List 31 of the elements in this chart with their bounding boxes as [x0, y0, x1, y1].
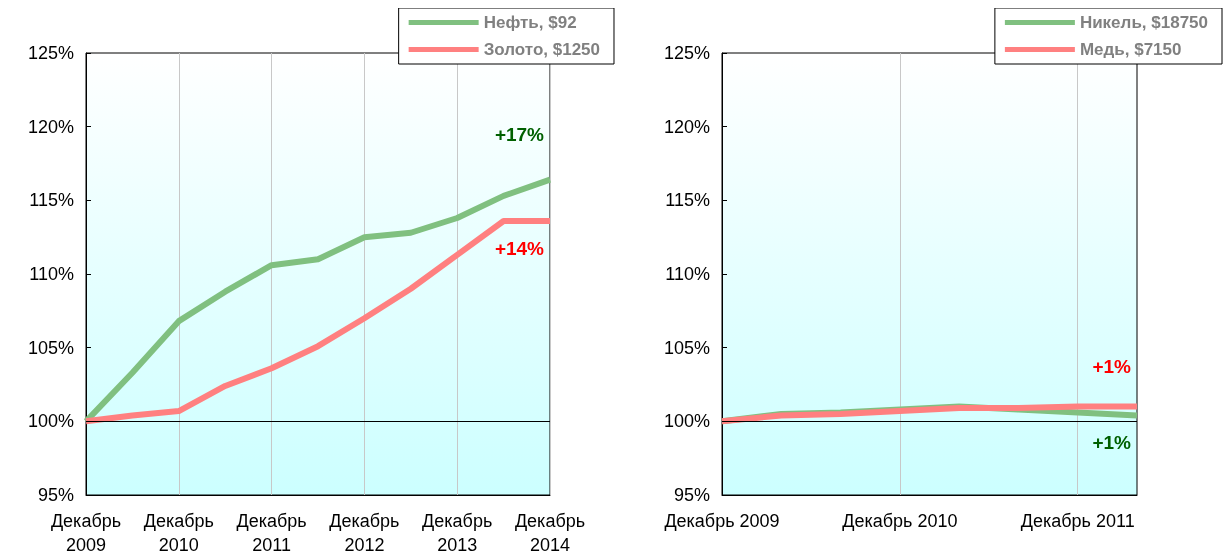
x-tick-label: Декабрь 2013 [422, 511, 493, 555]
annotation: +14% [494, 237, 545, 259]
y-tick-label: 120% [663, 116, 710, 137]
y-tick-label: 115% [29, 190, 74, 211]
x-tick-label: Декабрь 2012 [329, 511, 400, 555]
annotation: +1% [1092, 355, 1132, 377]
x-tick-label: Декабрь 2010 [842, 511, 958, 531]
x-tick-label: Декабрь 2011 [236, 511, 307, 555]
annotation: +17% [494, 123, 545, 145]
x-tick-label: Декабрь 2009 [50, 511, 122, 555]
y-tick-label: 105% [663, 337, 710, 358]
legend-label: Нефть, $92 [483, 13, 577, 32]
y-tick-label: 105% [27, 337, 74, 358]
y-tick-label: 95% [673, 485, 710, 505]
x-tick-label: Декабрь 2009 [664, 511, 780, 531]
y-tick-label: 125% [663, 43, 710, 63]
y-tick-label: 115% [665, 190, 710, 211]
y-tick-label: 110% [29, 264, 74, 284]
annotation: +1% [1092, 432, 1132, 454]
y-tick-label: 100% [27, 411, 74, 432]
legend-label: Никель, $18750 [1079, 13, 1209, 32]
legend-label: Золото, $1250 [483, 40, 601, 59]
y-tick-label: 125% [27, 43, 74, 63]
x-tick-label: Декабрь 2010 [143, 511, 214, 555]
y-tick-label: 110% [665, 264, 710, 284]
x-tick-label: Декабрь 2011 [1020, 511, 1135, 531]
x-tick-label: Декабрь 2014 [514, 511, 586, 555]
legend-label: Медь, $7150 [1079, 40, 1182, 59]
y-tick-label: 95% [37, 485, 74, 505]
y-tick-label: 120% [27, 116, 74, 137]
y-tick-label: 100% [663, 411, 710, 432]
